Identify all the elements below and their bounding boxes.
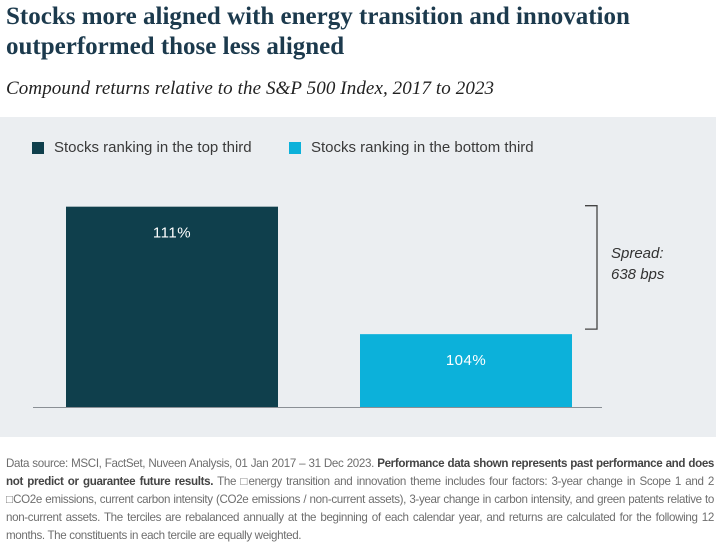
bar-chart: 111% 104% <box>33 205 602 408</box>
footnote-methodology: The □energy transition and innovation th… <box>6 475 714 542</box>
legend-item-bottom-third: Stocks ranking in the bottom third <box>289 139 534 156</box>
data-label-bottom-third: 104% <box>446 352 486 369</box>
chart-title: Stocks more aligned with energy transiti… <box>6 3 630 60</box>
spread-annotation-line2: 638 bps <box>611 266 665 283</box>
data-label-top-third: 111% <box>153 225 191 242</box>
footnote: Data source: MSCI, FactSet, Nuveen Analy… <box>6 455 714 545</box>
footnote-disclaimer: Performance data shown represents past p… <box>6 457 715 488</box>
bar-bottom-third <box>360 334 572 407</box>
chart-subtitle: Compound returns relative to the S&P 500… <box>6 78 495 99</box>
spread-bracket <box>585 205 598 330</box>
footnote-source: Data source: MSCI, FactSet, Nuveen Analy… <box>6 457 374 470</box>
legend-label-bottom-third: Stocks ranking in the bottom third <box>311 139 534 156</box>
spread-annotation-line1: Spread: <box>611 245 664 262</box>
legend-item-top-third: Stocks ranking in the top third <box>32 139 252 156</box>
legend-swatch-top-third <box>32 141 44 154</box>
legend-swatch-bottom-third <box>289 141 301 154</box>
spread-annotation: Spread: 638 bps <box>611 243 664 285</box>
legend-label-top-third: Stocks ranking in the top third <box>54 139 252 156</box>
bar-top-third <box>66 206 278 407</box>
